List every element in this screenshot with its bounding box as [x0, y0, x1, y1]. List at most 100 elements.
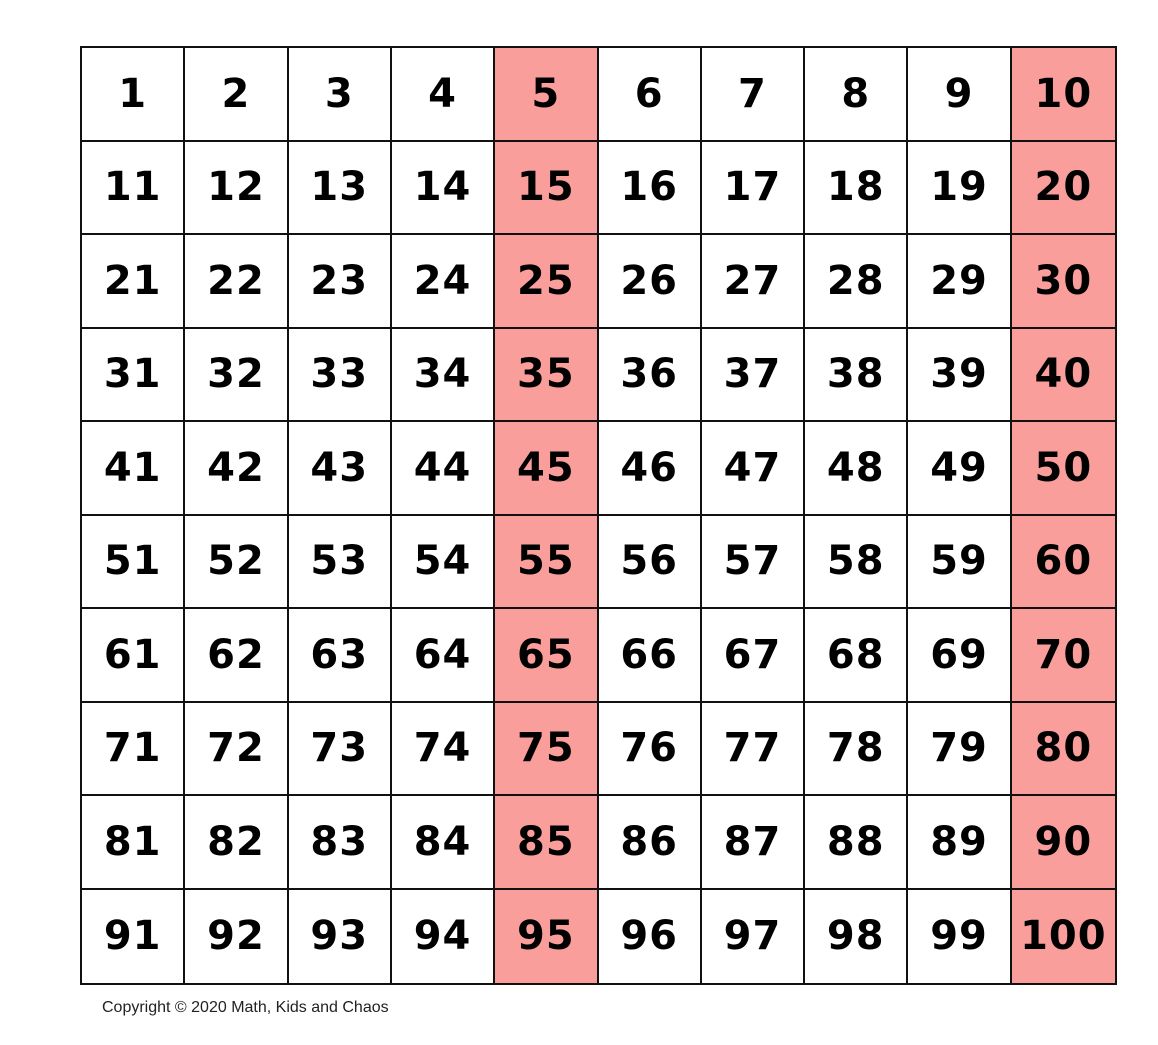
number-cell: 61: [82, 609, 186, 703]
number-cell: 88: [805, 796, 909, 890]
number-cell: 17: [701, 141, 806, 235]
number-cell: 23: [288, 235, 392, 329]
number-cell: 40: [1011, 328, 1115, 422]
number-cell: 68: [805, 609, 909, 703]
number-cell: 76: [598, 702, 702, 796]
number-cell: 11: [82, 141, 186, 235]
number-cell: 75: [495, 702, 599, 796]
number-cell: 73: [288, 702, 392, 796]
number-cell: 58: [805, 515, 909, 609]
number-cell: 74: [391, 702, 496, 796]
number-cell: 62: [185, 609, 289, 703]
number-cell: 43: [288, 422, 392, 516]
number-cell: 51: [82, 515, 186, 609]
number-cell: 80: [1011, 702, 1115, 796]
number-cell: 53: [288, 515, 392, 609]
number-cell: 38: [805, 328, 909, 422]
number-cell: 37: [701, 328, 806, 422]
number-cell: 70: [1011, 609, 1115, 703]
number-cell: 12: [185, 141, 289, 235]
number-cell: 89: [908, 796, 1012, 890]
number-cell: 91: [82, 889, 186, 983]
number-cell: 41: [82, 422, 186, 516]
number-cell: 99: [908, 889, 1012, 983]
number-cell: 50: [1011, 422, 1115, 516]
number-cell: 45: [495, 422, 599, 516]
number-cell: 77: [701, 702, 806, 796]
number-cell: 69: [908, 609, 1012, 703]
number-cell: 2: [185, 48, 289, 142]
number-cell: 98: [805, 889, 909, 983]
number-cell: 65: [495, 609, 599, 703]
number-cell: 94: [392, 889, 496, 983]
number-cell: 100: [1011, 889, 1115, 983]
number-cell: 18: [805, 141, 909, 235]
number-cell: 55: [495, 515, 599, 609]
number-cell: 81: [82, 796, 186, 890]
number-cell: 60: [1011, 515, 1115, 609]
number-cell: 9: [908, 48, 1012, 142]
number-cell: 56: [598, 515, 702, 609]
number-cell: 30: [1011, 235, 1115, 329]
number-cell: 27: [701, 235, 806, 329]
number-cell: 15: [495, 141, 599, 235]
number-cell: 86: [598, 796, 702, 890]
number-cell: 5: [495, 48, 599, 142]
number-cell: 42: [185, 422, 289, 516]
number-cell: 13: [288, 141, 392, 235]
number-cell: 57: [701, 515, 806, 609]
number-cell: 35: [495, 328, 599, 422]
number-cell: 78: [805, 702, 909, 796]
number-cell: 87: [701, 796, 806, 890]
number-cell: 6: [598, 48, 702, 142]
number-cell: 44: [391, 422, 496, 516]
copyright-text: Copyright © 2020 Math, Kids and Chaos: [102, 999, 389, 1016]
number-cell: 25: [495, 235, 599, 329]
number-cell: 46: [598, 422, 702, 516]
number-cell: 3: [288, 48, 392, 142]
number-cell: 21: [82, 235, 186, 329]
number-cell: 72: [185, 702, 289, 796]
number-cell: 28: [805, 235, 909, 329]
number-cell: 71: [82, 702, 186, 796]
number-cell: 92: [185, 889, 289, 983]
number-cell: 84: [391, 796, 496, 890]
number-cell: 54: [391, 515, 496, 609]
number-cell: 48: [805, 422, 909, 516]
number-cell: 22: [185, 235, 289, 329]
number-cell: 39: [908, 328, 1012, 422]
number-cell: 97: [702, 889, 806, 983]
number-cell: 82: [185, 796, 289, 890]
number-cell: 7: [701, 48, 806, 142]
number-cell: 29: [908, 235, 1012, 329]
number-cell: 67: [701, 609, 806, 703]
number-cell: 8: [805, 48, 909, 142]
number-cell: 95: [495, 889, 599, 983]
number-cell: 85: [495, 796, 599, 890]
number-cell: 1: [82, 48, 186, 142]
number-cell: 19: [908, 141, 1012, 235]
number-cell: 20: [1011, 141, 1115, 235]
number-cell: 4: [391, 48, 496, 142]
number-cell: 79: [908, 702, 1012, 796]
number-cell: 83: [288, 796, 392, 890]
number-cell: 63: [288, 609, 392, 703]
hundred-chart-grid: 1 2 3 4 5 6 7 8 9 10 11 12 13 14 15 16 17 18 19 20 21 22 23 24 2…: [80, 46, 1117, 985]
number-cell: 31: [82, 328, 186, 422]
number-cell: 64: [391, 609, 496, 703]
number-cell: 52: [185, 515, 289, 609]
number-cell: 47: [701, 422, 806, 516]
number-cell: 96: [599, 889, 702, 983]
number-cell: 93: [289, 889, 392, 983]
number-cell: 34: [391, 328, 496, 422]
number-cell: 59: [908, 515, 1012, 609]
number-cell: 14: [391, 141, 496, 235]
number-cell: 24: [391, 235, 496, 329]
number-cell: 90: [1011, 796, 1115, 890]
number-cell: 33: [288, 328, 392, 422]
number-cell: 16: [598, 141, 702, 235]
number-cell: 66: [598, 609, 702, 703]
number-cell: 10: [1011, 48, 1115, 142]
number-cell: 49: [908, 422, 1012, 516]
number-cell: 36: [598, 328, 702, 422]
